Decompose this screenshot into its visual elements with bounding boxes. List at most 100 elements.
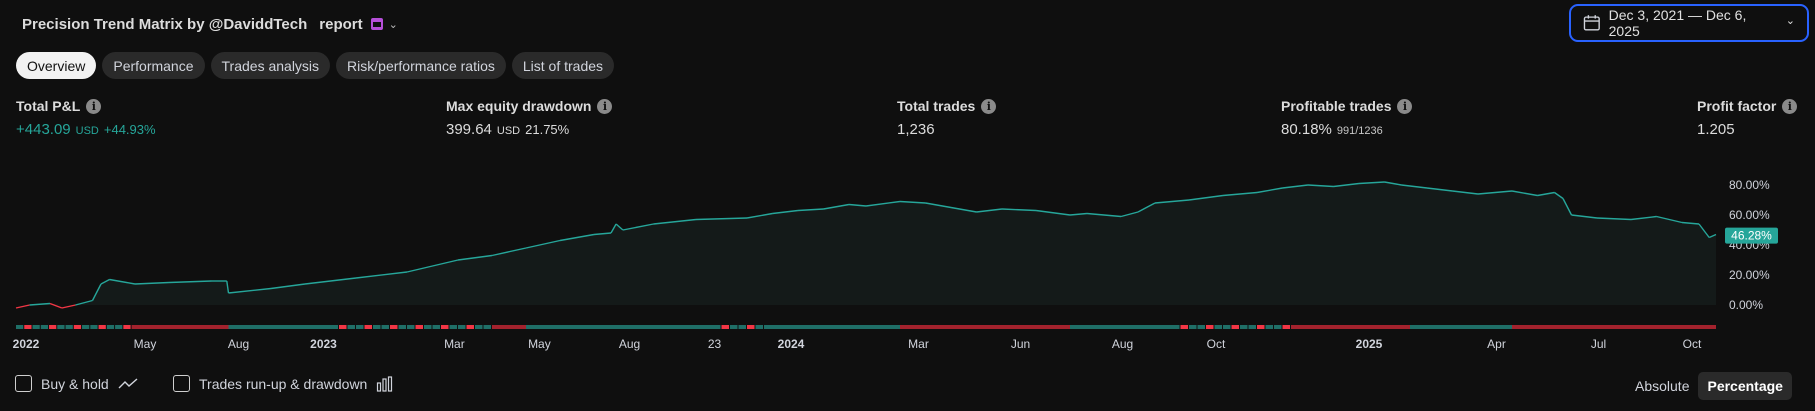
trade-bar-segment bbox=[90, 325, 98, 329]
equity-line-segment bbox=[610, 223, 617, 234]
trade-bar-segment bbox=[98, 325, 106, 329]
date-range-label: Dec 3, 2021 — Dec 6, 2025 bbox=[1608, 7, 1747, 39]
equity-line-segment bbox=[29, 302, 51, 306]
trade-bar-segment bbox=[407, 325, 415, 329]
percentage-button[interactable]: Percentage bbox=[1698, 372, 1792, 400]
tab-risk-performance-ratios[interactable]: Risk/performance ratios bbox=[336, 52, 506, 79]
metric-profit-factor: Profit factor i 1.205 bbox=[1697, 98, 1798, 138]
equity-line-segment bbox=[1681, 221, 1700, 225]
info-icon[interactable]: i bbox=[597, 98, 613, 114]
info-icon[interactable]: i bbox=[981, 98, 997, 114]
metric-value: 399.64 bbox=[446, 121, 492, 138]
equity-line-segment bbox=[1069, 212, 1088, 216]
trade-bar-segment bbox=[449, 325, 457, 329]
equity-line-segment bbox=[1452, 190, 1479, 195]
x-tick-label: Apr bbox=[1487, 337, 1506, 351]
equity-line-segment bbox=[1222, 191, 1258, 197]
x-tick-label: 23 bbox=[708, 337, 722, 351]
trade-bar-segment bbox=[432, 325, 440, 329]
x-tick-label: Aug bbox=[1112, 337, 1133, 351]
equity-line-segment bbox=[1401, 184, 1428, 189]
trade-bar-segment bbox=[1265, 325, 1273, 329]
buy-hold-toggle[interactable]: Buy & hold bbox=[15, 375, 138, 392]
trade-bar-segment bbox=[123, 325, 131, 329]
calendar-icon bbox=[1583, 15, 1600, 31]
trade-bar-segment bbox=[131, 325, 229, 329]
metric-value: +443.09 bbox=[16, 121, 71, 138]
trade-bar-segment bbox=[1197, 325, 1205, 329]
equity-line-segment bbox=[899, 200, 926, 204]
equity-line-segment bbox=[75, 299, 93, 306]
equity-line-segment bbox=[1708, 233, 1717, 239]
metric-label: Total P&L bbox=[16, 98, 81, 114]
equity-line-segment bbox=[1562, 198, 1573, 216]
equity-line-segment bbox=[1307, 184, 1334, 188]
trade-bar-segment bbox=[1282, 325, 1290, 329]
equity-line-segment bbox=[1537, 191, 1555, 197]
info-icon[interactable]: i bbox=[1782, 98, 1798, 114]
equity-line-segment bbox=[1477, 190, 1513, 195]
trade-bar-segment bbox=[1214, 325, 1222, 329]
x-tick-label: 2022 bbox=[13, 337, 40, 351]
chevron-down-icon: ⌄ bbox=[1785, 15, 1795, 27]
y-tick-label: 0.00% bbox=[1729, 298, 1763, 312]
tab-list-of-trades[interactable]: List of trades bbox=[511, 52, 615, 79]
calendar-badge-icon bbox=[370, 18, 383, 30]
trade-bar-segment bbox=[106, 325, 115, 329]
runup-drawdown-toggle[interactable]: Trades run-up & drawdown bbox=[173, 375, 394, 392]
equity-line-segment bbox=[49, 302, 63, 309]
trade-bar-segment bbox=[1274, 325, 1282, 329]
trade-bar-segment bbox=[1206, 325, 1214, 329]
chevron-down-icon[interactable]: ⌄ bbox=[388, 18, 398, 31]
trade-bar-segment bbox=[492, 325, 526, 329]
equity-line-segment bbox=[1511, 190, 1538, 197]
runup-drawdown-label: Trades run-up & drawdown bbox=[199, 375, 368, 392]
trade-bar-segment bbox=[57, 325, 65, 329]
metric-max-equity-drawdown: Max equity drawdown i 399.64 USD 21.75% bbox=[446, 98, 613, 138]
metric-value: 1,236 bbox=[897, 121, 935, 138]
equity-line-segment bbox=[270, 283, 306, 290]
x-tick-label: Aug bbox=[619, 337, 640, 351]
runup-drawdown-checkbox[interactable] bbox=[173, 375, 190, 392]
equity-line-segment bbox=[406, 259, 459, 273]
buy-hold-checkbox[interactable] bbox=[15, 375, 32, 392]
y-tick-label: 20.00% bbox=[1729, 268, 1770, 282]
equity-line-segment bbox=[304, 277, 357, 285]
equity-line-segment bbox=[746, 212, 773, 219]
trade-bar-segment bbox=[356, 325, 364, 329]
x-tick-label: Oct bbox=[1207, 337, 1226, 351]
metric-percent: +44.93% bbox=[103, 122, 156, 137]
trade-bar-segment bbox=[1248, 325, 1256, 329]
strategy-title[interactable]: Precision Trend Matrix by @DaviddTech bbox=[22, 15, 308, 33]
buy-hold-label: Buy & hold bbox=[41, 375, 109, 392]
equity-line-segment bbox=[1571, 214, 1598, 219]
equity-line-segment bbox=[1120, 211, 1139, 218]
metric-unit: USD bbox=[75, 125, 99, 137]
report-tabs: Overview Performance Trades analysis Ris… bbox=[16, 52, 615, 79]
y-tick-label: 80.00% bbox=[1729, 178, 1770, 192]
info-icon[interactable]: i bbox=[1397, 98, 1413, 114]
trade-bar-segment bbox=[347, 325, 355, 329]
tab-performance[interactable]: Performance bbox=[102, 52, 205, 79]
equity-line-segment bbox=[695, 217, 748, 221]
trade-bar-segment bbox=[40, 325, 49, 329]
line-chart-icon bbox=[118, 377, 138, 388]
current-value-badge bbox=[1725, 227, 1778, 244]
trade-bar-segment bbox=[1070, 325, 1172, 329]
trade-bar-segment bbox=[458, 325, 466, 329]
trade-bar-segment bbox=[330, 325, 338, 329]
date-range-button[interactable]: Dec 3, 2021 — Dec 6, 2025 ⌄ bbox=[1569, 4, 1809, 42]
trade-bar-segment bbox=[738, 325, 746, 329]
trade-bar-segment bbox=[115, 325, 123, 329]
equity-chart[interactable]: 80.00%60.00%40.00%20.00%0.00%46.28%2022 M… bbox=[0, 165, 1815, 355]
trade-bar-segment bbox=[755, 325, 763, 329]
equity-line-segment bbox=[1035, 209, 1071, 216]
tab-overview[interactable]: Overview bbox=[16, 52, 97, 79]
tab-trades-analysis[interactable]: Trades analysis bbox=[210, 52, 331, 79]
equity-line-segment bbox=[950, 206, 977, 213]
equity-line-segment bbox=[772, 209, 799, 215]
absolute-button[interactable]: Absolute bbox=[1635, 378, 1690, 394]
x-tick-label: Aug bbox=[228, 337, 249, 351]
info-icon[interactable]: i bbox=[86, 98, 102, 114]
trade-bar-segment bbox=[466, 325, 474, 329]
